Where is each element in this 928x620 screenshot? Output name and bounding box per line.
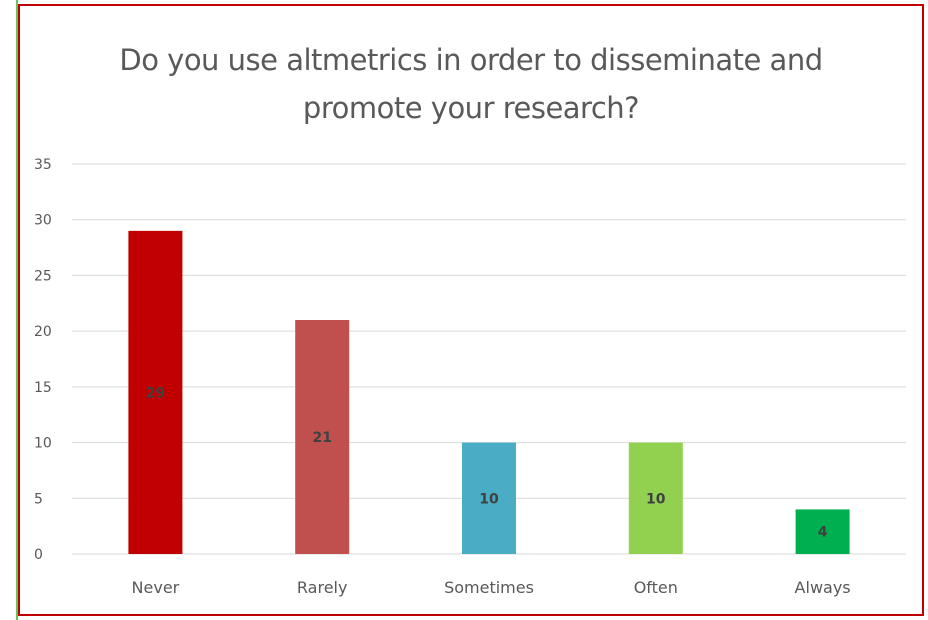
- y-tick-label: 10: [34, 436, 52, 452]
- data-label: 10: [646, 491, 666, 507]
- y-tick-label: 5: [34, 491, 43, 507]
- left-accent-border: [0, 0, 18, 620]
- x-category-label: Rarely: [297, 578, 348, 597]
- y-tick-label: 0: [34, 547, 43, 563]
- x-category-label: Often: [634, 578, 678, 597]
- x-category-label: Always: [795, 578, 851, 597]
- bar-never: [128, 230, 183, 554]
- bar-always: [795, 509, 850, 554]
- bar-sometimes: [462, 442, 516, 554]
- data-label: 21: [312, 430, 331, 446]
- bar-often: [628, 442, 683, 554]
- x-category-label: Never: [132, 578, 180, 597]
- x-category-label: Sometimes: [444, 578, 534, 597]
- data-label: 4: [818, 525, 828, 541]
- y-tick-label: 35: [34, 157, 52, 173]
- data-label: 29: [146, 385, 165, 401]
- data-label: 10: [479, 491, 499, 507]
- chart-title-line-2: promote your research?: [302, 91, 640, 125]
- y-tick-label: 20: [34, 324, 52, 340]
- y-tick-label: 15: [34, 380, 52, 396]
- bar-rarely: [295, 320, 350, 554]
- chart-title-line-1: Do you use altmetrics in order to dissem…: [119, 43, 823, 77]
- bar-chart: 0 5 10 15 20 25 30 35 29 Never 21 Rarely 10 Sometimes…: [34, 157, 906, 597]
- chart-title: Do you use altmetrics in order to dissem…: [20, 36, 922, 132]
- y-tick-label: 30: [34, 213, 52, 229]
- chart-frame: Do you use altmetrics in order to dissem…: [18, 4, 924, 616]
- y-tick-label: 25: [34, 268, 52, 284]
